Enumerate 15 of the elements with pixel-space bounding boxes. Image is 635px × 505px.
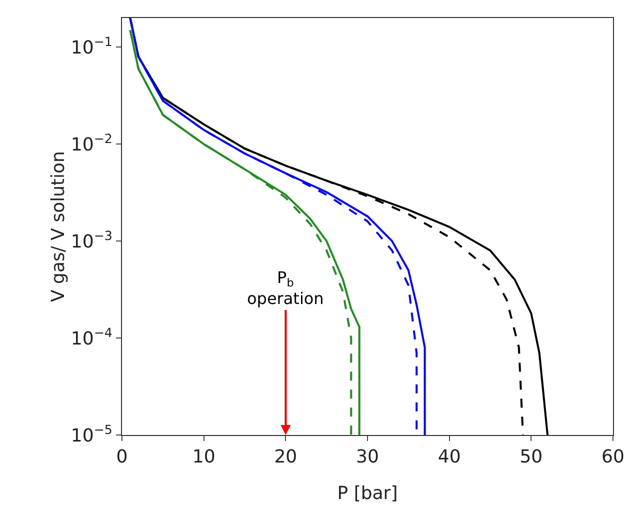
x-tick-label: 30 bbox=[356, 446, 379, 468]
y-tick-label: 10$^{−4}$ bbox=[70, 324, 112, 350]
x-tick-label: 50 bbox=[520, 446, 543, 468]
x-tick-label: 10 bbox=[192, 446, 216, 468]
annotation: P$_{b}$ operation bbox=[247, 268, 324, 308]
y-axis-title: V gas/ V solution bbox=[48, 151, 69, 302]
x-tick-label: 20 bbox=[274, 446, 298, 468]
x-axis-title: P [bar] bbox=[337, 483, 398, 504]
y-tick-label: 10$^{−1}$ bbox=[70, 34, 112, 58]
x-tick-label: 40 bbox=[438, 446, 461, 468]
y-tick-label: 10$^{−3}$ bbox=[70, 228, 112, 252]
y-tick-label: 10$^{−2}$ bbox=[70, 130, 112, 156]
y-tick-label: 10$^{−5}$ bbox=[70, 422, 112, 446]
x-tick-label: 0 bbox=[116, 446, 128, 468]
x-tick-label: 60 bbox=[602, 446, 624, 468]
